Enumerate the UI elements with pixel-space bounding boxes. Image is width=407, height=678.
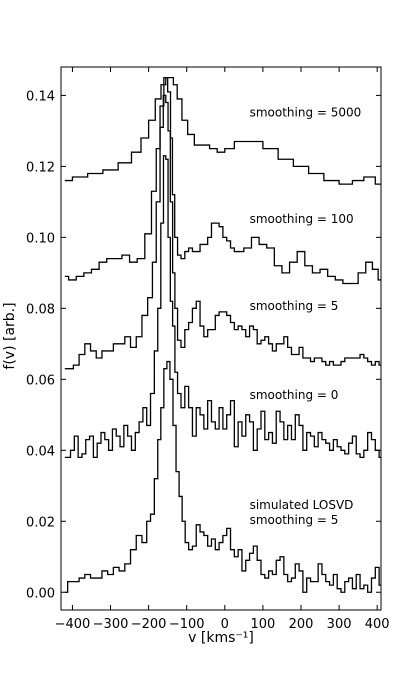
y-tick-label: 0.14 — [26, 89, 55, 104]
y-tick-label: 0.04 — [26, 444, 55, 459]
annotation-label-4: smoothing = 0 — [250, 388, 339, 402]
axes-frame — [60, 66, 382, 611]
annotation-label-1: smoothing = 5000 — [250, 106, 362, 120]
y-tick-label: 0.10 — [26, 231, 55, 246]
x-tick-label: −200 — [131, 617, 167, 632]
y-tick-label: 0.08 — [26, 302, 55, 317]
y-tick-label: 0.06 — [26, 373, 55, 388]
y-tick-label: 0.02 — [26, 515, 55, 530]
x-tick-label: 300 — [327, 617, 352, 632]
plot-area — [60, 66, 382, 611]
x-tick-label: 400 — [365, 617, 390, 632]
x-tick-label: −100 — [169, 617, 205, 632]
annotation-label-3: smoothing = 5 — [250, 299, 339, 313]
tick-layer: −400 −300 −200 −100 0 100 200 300 400 0.00 0.02 0.0… — [26, 67, 390, 632]
annotation-label-5: simulated LOSVD — [250, 498, 354, 512]
series-line-3 — [64, 94, 381, 370]
annotation-layer: smoothing = 5000 smoothing = 100 smoothing… — [250, 106, 362, 527]
x-tick-label: 0 — [221, 617, 229, 632]
y-tick-label: 0.00 — [26, 586, 55, 601]
annotation-label-2: smoothing = 100 — [250, 212, 354, 226]
x-tick-label: −400 — [55, 617, 91, 632]
series-line-5 — [64, 360, 381, 593]
series-line-1 — [64, 77, 381, 185]
series-line-4 — [64, 155, 381, 459]
y-tick-label: 0.12 — [26, 160, 55, 175]
x-tick-label: 100 — [250, 617, 275, 632]
series-layer — [64, 77, 381, 593]
x-tick-label: −300 — [93, 617, 129, 632]
series-line-2 — [64, 77, 381, 285]
y-axis-label: f(v) [arb.] — [2, 302, 18, 369]
annotation-label-5: smoothing = 5 — [250, 513, 339, 527]
x-tick-label: 200 — [289, 617, 314, 632]
x-axis-label: v [kms⁻¹] — [188, 630, 254, 646]
